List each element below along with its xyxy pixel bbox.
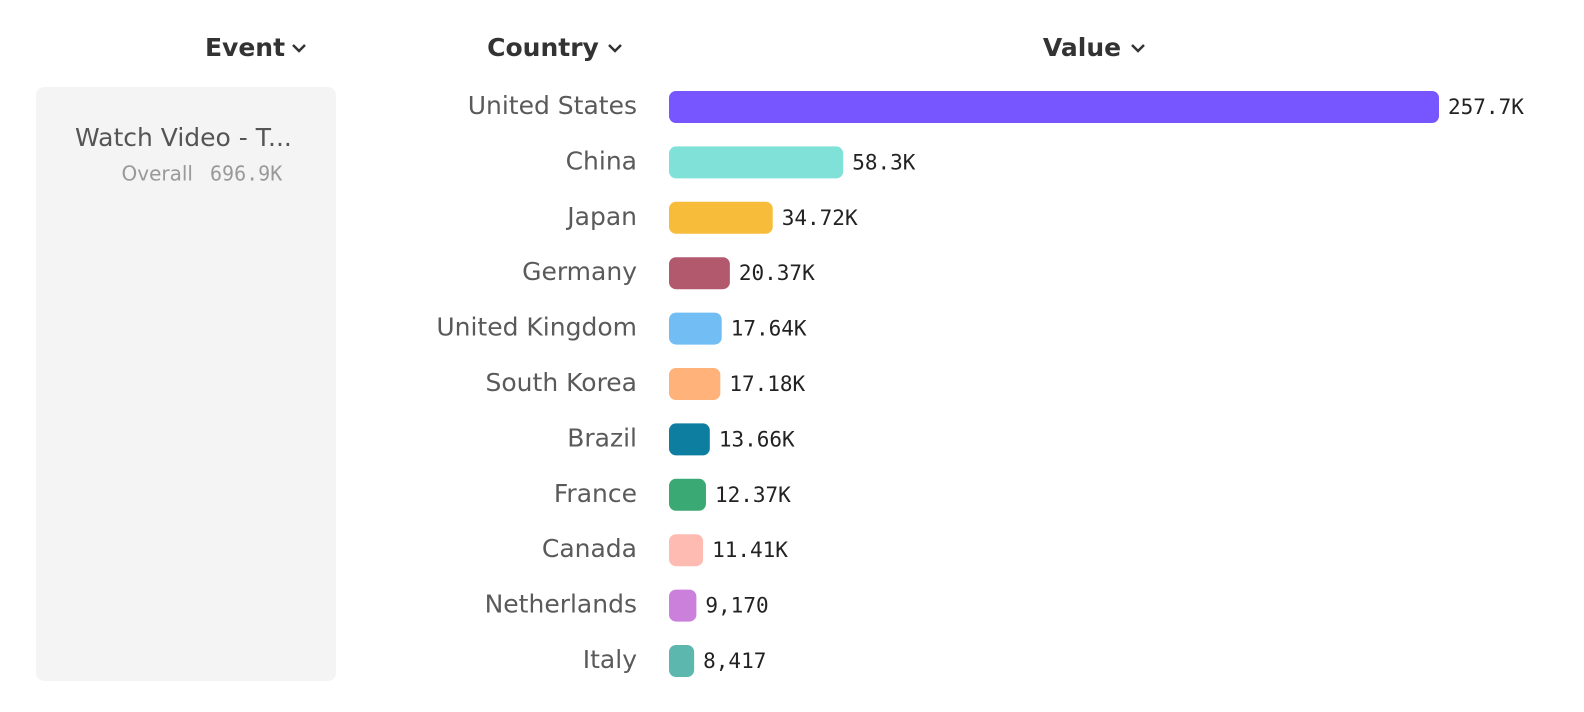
bar [669,146,844,179]
category-label: Canada [542,534,637,563]
category-label: Netherlands [485,590,637,619]
bar [669,91,1439,123]
category-label: Brazil [567,423,637,452]
chevron[interactable] [1131,44,1145,53]
value-label: 257.7K [1448,95,1524,119]
value-label: 13.66K [719,427,795,451]
value-label: 8,417 [703,649,766,673]
bar [669,589,697,622]
category-label: Japan [565,202,637,231]
category-label: United Kingdom [436,313,637,342]
event-panel [36,87,336,681]
category-label: France [554,479,637,508]
bar [669,257,730,290]
event-header[interactable]: Event [205,33,285,62]
value-label: 20.37K [739,261,815,285]
value-label: 12.37K [715,483,791,507]
value-label: 17.64K [731,317,807,341]
overall-value: 696.9K [210,162,282,186]
overall-label: Overall [122,162,193,186]
chevron[interactable] [292,44,306,53]
category-label: South Korea [486,368,637,397]
category-label: Italy [583,645,637,674]
value-label: 17.18K [729,372,805,396]
chevron[interactable] [608,44,622,53]
bar [669,478,706,511]
bar [669,534,704,567]
value-label: 34.72K [782,206,858,230]
category-label: China [566,146,637,175]
country-header[interactable]: Country [487,33,599,62]
value-label: 58.3K [852,150,916,174]
category-label: United States [468,91,637,120]
category-label: Germany [522,257,637,286]
value-header[interactable]: Value [1043,33,1121,62]
bar [669,368,721,400]
bar [669,312,722,345]
bar [669,645,695,677]
bar [669,423,710,456]
value-label: 11.41K [712,538,788,562]
value-label: 9,170 [705,594,768,618]
bar [669,201,773,234]
event-name[interactable]: Watch Video - T... [75,123,292,152]
